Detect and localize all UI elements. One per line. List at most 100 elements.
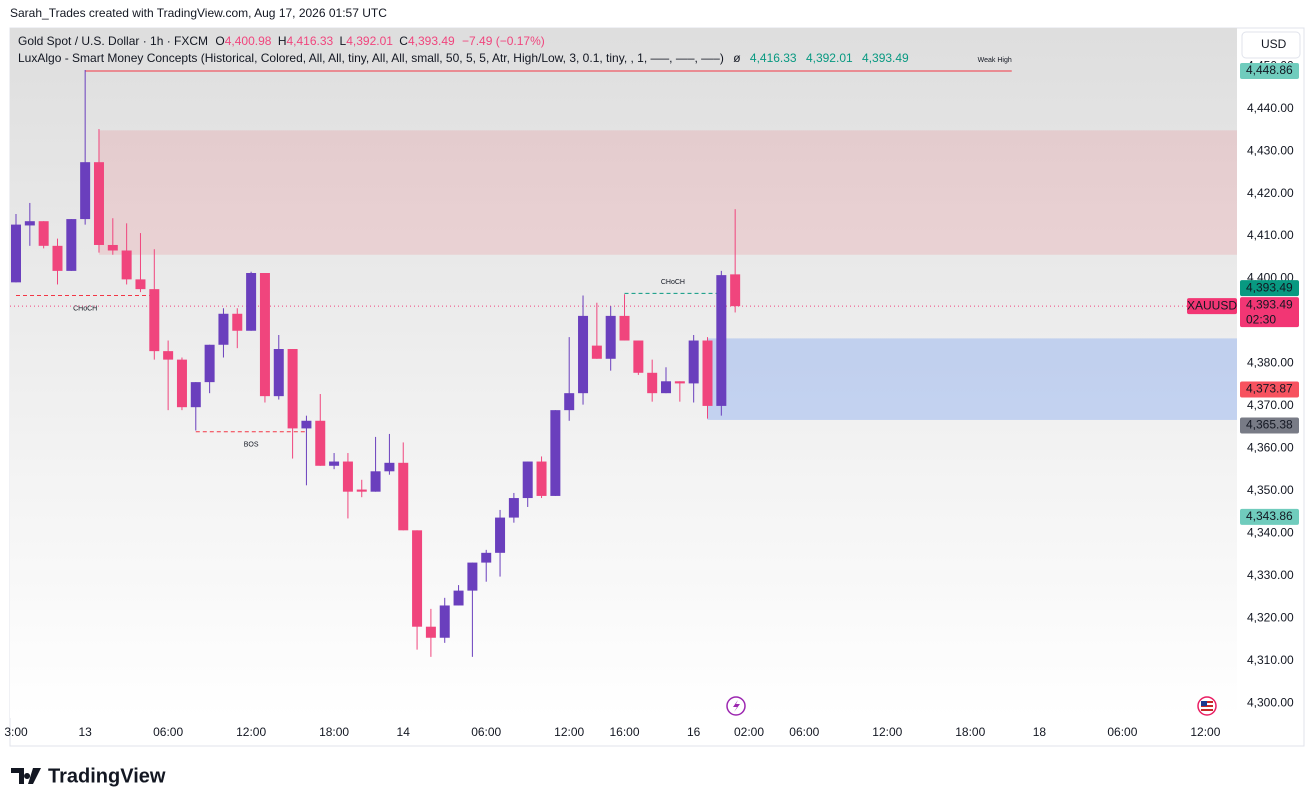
x-tick-label: 16:00 <box>610 725 640 739</box>
candle-body <box>38 221 49 246</box>
x-tick-label: 3:00 <box>4 725 28 739</box>
candle-body <box>661 381 672 394</box>
candle-body <box>218 313 229 345</box>
candle-body <box>384 462 395 472</box>
y-tick-label: 4,320.00 <box>1247 610 1294 624</box>
zone <box>707 338 1237 420</box>
y-tick-label: 4,380.00 <box>1247 356 1294 370</box>
replay-icon[interactable] <box>726 696 746 716</box>
y-tick-label: 4,340.00 <box>1247 525 1294 539</box>
candle-body <box>259 273 270 397</box>
x-tick-label: 12:00 <box>236 725 266 739</box>
legend-high: 4,416.33 <box>286 34 333 48</box>
y-tick-label: 4,420.00 <box>1247 186 1294 200</box>
legend-low: 4,392.01 <box>346 34 393 48</box>
candle-body <box>605 315 616 359</box>
x-tick-label: 06:00 <box>789 725 819 739</box>
candle-body <box>536 461 547 496</box>
candle-body <box>425 626 436 638</box>
x-tick-label: 18:00 <box>319 725 349 739</box>
candle-body <box>633 340 644 373</box>
x-tick-label: 14 <box>397 725 411 739</box>
candle-body <box>52 245 63 271</box>
legend-h: H <box>278 34 287 48</box>
candle-body <box>370 471 381 492</box>
legend-title: Gold Spot / U.S. Dollar · 1h · FXCM <box>18 34 208 48</box>
legend-o: O <box>215 34 224 48</box>
candle-body <box>702 340 713 406</box>
candle-body <box>66 219 77 271</box>
x-tick-label: 06:00 <box>153 725 183 739</box>
price-badge <box>1240 63 1299 80</box>
candle-body <box>564 393 575 411</box>
price-badge-text: 4,448.86 <box>1246 63 1293 77</box>
last-price-badge-text: 4,393.49 <box>1246 297 1293 311</box>
candle-body <box>439 605 450 638</box>
y-tick-label: 4,330.00 <box>1247 568 1294 582</box>
candle-body <box>273 349 284 397</box>
price-badge-text: 4,343.86 <box>1246 509 1293 523</box>
x-tick-label: 16 <box>687 725 701 739</box>
indicator-name: LuxAlgo - Smart Money Concepts (Historic… <box>18 51 724 65</box>
brand-name: TradingView <box>48 765 166 787</box>
candle-body <box>342 461 353 492</box>
level-label: BOS <box>244 442 259 449</box>
y-tick-label: 4,370.00 <box>1247 398 1294 412</box>
attribution: Sarah_Trades created with TradingView.co… <box>10 6 387 20</box>
candle-body <box>301 420 312 429</box>
candle-body <box>204 344 215 383</box>
candle-body <box>232 313 243 331</box>
candle-body <box>190 382 201 408</box>
axes: 4,450.004,440.004,430.004,420.004,410.00… <box>4 58 1299 739</box>
x-tick-label: 13 <box>78 725 92 739</box>
currency-button[interactable] <box>1241 31 1301 59</box>
candle-body <box>287 349 298 429</box>
x-tick-label: 06:00 <box>1107 725 1137 739</box>
indicator-value: 4,393.49 <box>862 51 909 65</box>
price-badge-text: 4,365.38 <box>1246 418 1293 432</box>
last-price-badge-text: 02:30 <box>1246 312 1276 326</box>
legend-l: L <box>340 34 347 48</box>
candle-body <box>619 315 630 341</box>
price-badge <box>1240 381 1299 398</box>
candle-body <box>135 279 146 290</box>
candle-body <box>508 498 519 518</box>
candle-body <box>730 274 741 307</box>
level-label: Weak High <box>978 57 1012 64</box>
price-badge <box>1240 280 1299 297</box>
candle-body <box>315 420 326 466</box>
candle-body <box>121 250 132 280</box>
plot: Weak High CHoCH BOS CHoCH <box>10 57 1237 657</box>
x-tick-label: 12:00 <box>1190 725 1220 739</box>
x-tick-label: 18:00 <box>955 725 985 739</box>
indicator-value: 4,416.33 <box>750 51 797 65</box>
legend-change: −7.49 (−0.17%) <box>462 34 545 48</box>
x-tick-label: 06:00 <box>471 725 501 739</box>
candle-body <box>163 351 174 360</box>
level-label: CHoCH <box>661 279 685 286</box>
legend: Gold Spot / U.S. Dollar · 1h · FXCM O 4,4… <box>18 34 545 48</box>
candle-body <box>246 273 257 331</box>
indicator-symbol: ø <box>733 51 741 65</box>
event-flag[interactable] <box>1197 696 1217 716</box>
candle-body <box>481 552 492 563</box>
symbol-badge <box>1187 298 1237 315</box>
candle-body <box>412 530 423 627</box>
y-tick-label: 4,350.00 <box>1247 483 1294 497</box>
indicator-legend: LuxAlgo - Smart Money Concepts (Historic… <box>18 51 909 65</box>
currency-label: USD <box>1261 37 1287 51</box>
candle-body <box>550 410 561 496</box>
candle-body <box>329 461 340 466</box>
candle-body <box>356 489 367 492</box>
y-tick-label: 4,410.00 <box>1247 228 1294 242</box>
x-tick-label: 02:00 <box>734 725 764 739</box>
x-tick-label: 12:00 <box>554 725 584 739</box>
price-badge-text: 4,373.87 <box>1246 382 1293 396</box>
candle-body <box>674 381 685 384</box>
candle-body <box>11 224 21 283</box>
candle-body <box>578 315 589 394</box>
level-label: CHoCH <box>73 305 97 312</box>
brand-logo[interactable] <box>11 768 41 784</box>
